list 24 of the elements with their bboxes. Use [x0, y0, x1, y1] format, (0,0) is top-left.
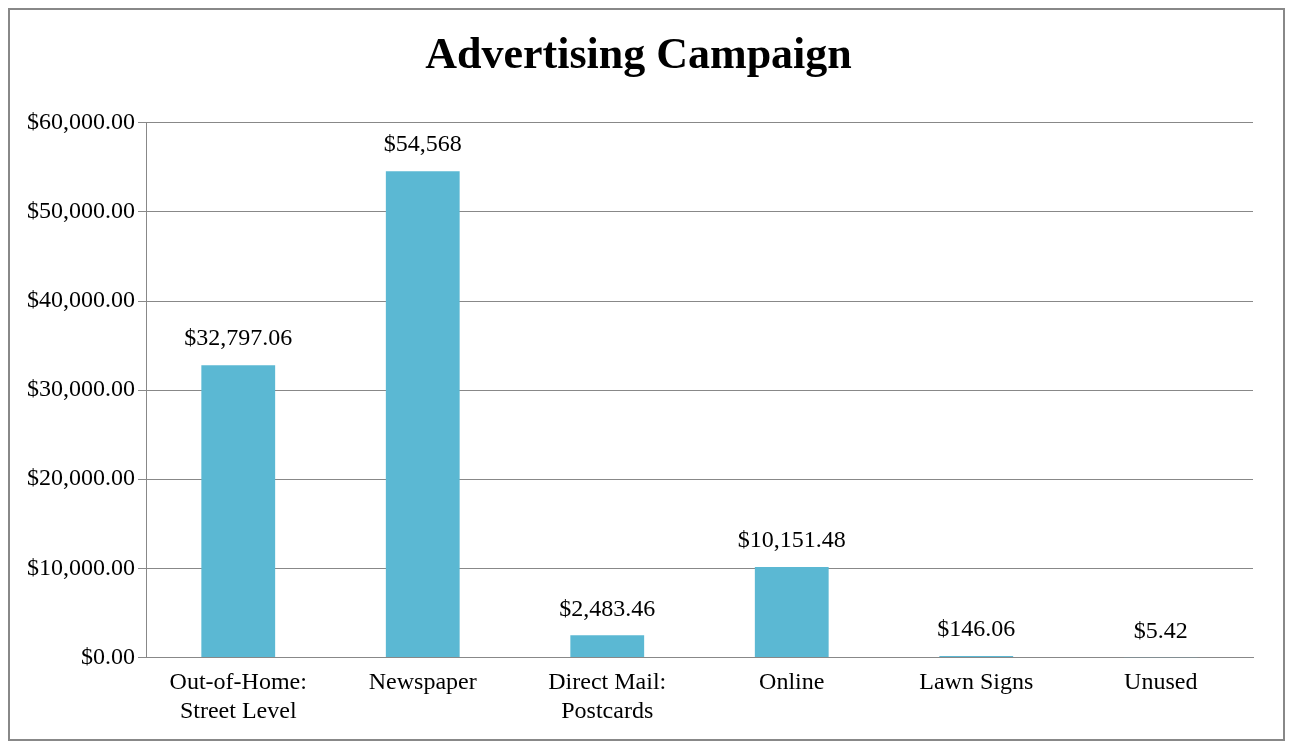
x-tick-label: Direct Mail: Postcards — [548, 668, 667, 723]
bar — [201, 365, 276, 657]
data-label: $2,483.46 — [559, 594, 656, 621]
x-tick-label: Lawn Signs — [919, 668, 1034, 695]
data-label: $5.42 — [1133, 616, 1188, 643]
y-tick-label: $0.00 — [81, 642, 135, 669]
x-tick-label: Out-of-Home: Street Level — [169, 668, 307, 723]
chart-title: Advertising Campaign — [425, 28, 852, 78]
y-tick-label: $60,000.00 — [27, 108, 135, 135]
y-tick-label: $10,000.00 — [27, 553, 135, 580]
y-tick-label: $20,000.00 — [27, 464, 135, 491]
bar — [385, 171, 460, 657]
y-tick-label: $40,000.00 — [27, 286, 135, 313]
x-tick-label: Online — [759, 668, 825, 695]
bar — [570, 635, 645, 657]
bar — [754, 566, 829, 657]
data-label: $32,797.06 — [184, 324, 293, 351]
data-label: $54,568 — [383, 130, 462, 157]
x-tick-label: Newspaper — [368, 668, 477, 695]
y-tick-label: $30,000.00 — [27, 375, 135, 402]
x-tick-label: Unused — [1124, 668, 1198, 695]
data-label: $10,151.48 — [737, 526, 846, 553]
data-label: $146.06 — [937, 615, 1016, 642]
y-tick-label: $50,000.00 — [27, 197, 135, 224]
